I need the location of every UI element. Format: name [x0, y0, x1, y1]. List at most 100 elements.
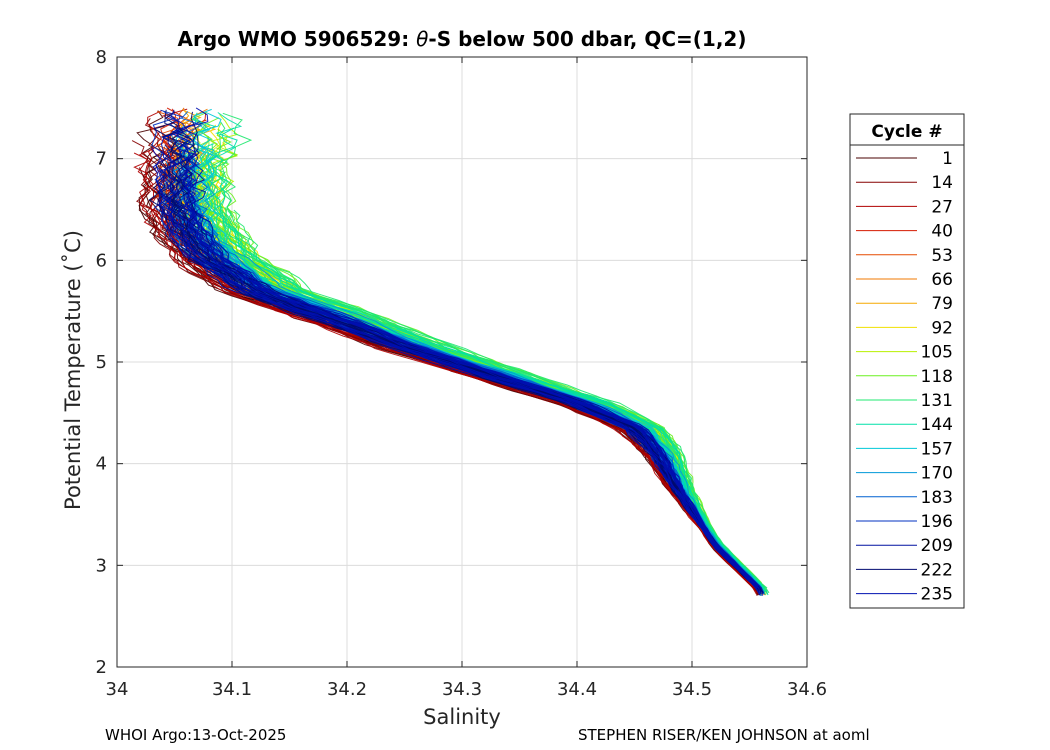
legend-label: 131	[921, 391, 953, 411]
profile-line	[165, 107, 756, 584]
profile-line	[190, 195, 759, 587]
profile-line	[194, 210, 757, 585]
profile-line	[209, 114, 761, 584]
profile-line	[191, 178, 765, 593]
x-tick-label: 34.1	[212, 679, 252, 700]
y-tick-label: 8	[96, 47, 107, 68]
profile-line	[235, 221, 765, 587]
x-axis-label: Salinity	[423, 705, 501, 729]
profile-line	[190, 111, 758, 584]
profile-line	[185, 185, 758, 584]
profile-line	[157, 161, 761, 592]
legend-box	[849, 113, 965, 609]
profile-line	[221, 112, 760, 582]
profile-line	[211, 112, 769, 596]
profile-line	[161, 180, 752, 583]
profile-line	[199, 207, 762, 589]
legend-label: 79	[931, 294, 953, 314]
profile-line	[206, 122, 763, 586]
profile-line	[183, 175, 764, 594]
profile-line	[177, 162, 764, 595]
profile-line	[190, 195, 756, 583]
legend-label: 53	[931, 246, 953, 266]
profile-line	[184, 195, 755, 584]
profile-line	[222, 224, 768, 593]
profile-line	[206, 127, 763, 586]
profile-line	[212, 168, 767, 593]
profile-line	[168, 169, 762, 596]
profile-line	[204, 121, 760, 583]
legend-label: 196	[921, 512, 953, 532]
legend-title: Cycle #	[871, 122, 942, 142]
legend-label: 144	[921, 415, 953, 435]
profile-line	[187, 201, 760, 588]
profile-line	[202, 186, 765, 590]
profile-line	[189, 177, 763, 590]
profile-line	[198, 196, 761, 588]
profile-line	[167, 108, 764, 594]
legend-label: 105	[921, 343, 953, 363]
footer-right: STEPHEN RISER/KEN JOHNSON at aoml	[578, 726, 870, 744]
legend-label: 170	[921, 464, 953, 484]
legend-label: 14	[931, 173, 953, 193]
profile-line	[170, 166, 763, 591]
profile-line	[199, 117, 760, 584]
profile-line	[171, 195, 760, 590]
profile-line	[192, 184, 764, 592]
profile-line	[172, 173, 759, 588]
profile-line	[194, 203, 763, 595]
y-tick-label: 5	[96, 352, 107, 373]
x-tick-label: 34.5	[672, 679, 712, 700]
profile-line	[177, 166, 761, 588]
profile-line	[194, 174, 764, 590]
legend-label: 183	[921, 488, 953, 508]
legend-label: 1	[942, 149, 953, 169]
profile-line	[213, 196, 766, 589]
profile-line	[155, 163, 753, 585]
legend-label: 235	[921, 585, 953, 605]
x-tick-label: 34.4	[557, 679, 597, 700]
profile-line	[180, 191, 763, 591]
profile-line	[161, 169, 760, 596]
profile-line	[177, 195, 760, 588]
y-tick-label: 6	[96, 250, 107, 271]
profile-line	[202, 197, 756, 582]
profile-line	[170, 198, 760, 589]
y-tick-label: 7	[96, 149, 107, 170]
profile-line	[189, 112, 755, 582]
profile-line	[227, 210, 764, 587]
profile-line	[184, 201, 760, 588]
legend-label: 222	[921, 560, 953, 580]
profile-line	[187, 181, 763, 590]
legend-label: 209	[921, 536, 953, 556]
profile-line	[185, 173, 759, 587]
profile-line	[145, 183, 749, 582]
profile-line	[233, 209, 770, 594]
profile-line	[200, 217, 762, 589]
x-tick-label: 34.3	[442, 679, 482, 700]
legend: Cycle # 1 14 27 40 53 66 79 92 105 118 131 144 157 17…	[849, 113, 965, 609]
profile-line	[159, 109, 758, 589]
legend-label: 92	[931, 318, 953, 338]
profile-curves	[131, 107, 770, 596]
profile-line	[178, 178, 762, 593]
profile-line	[151, 147, 761, 594]
legend-label: 27	[931, 197, 953, 217]
legend-label: 157	[921, 439, 953, 459]
profile-line	[201, 192, 765, 590]
profile-line	[208, 183, 761, 586]
profile-line	[215, 128, 761, 584]
profile-line	[168, 183, 760, 590]
profile-line	[193, 118, 764, 589]
profile-line	[186, 112, 762, 589]
profile-line	[209, 124, 767, 590]
x-tick-label: 34.2	[327, 679, 367, 700]
profile-line	[159, 167, 755, 584]
profile-line	[200, 168, 766, 595]
profile-line	[209, 217, 758, 584]
profile-line	[179, 107, 762, 589]
legend-label: 66	[931, 270, 953, 290]
profile-line	[175, 128, 755, 584]
profile-line	[172, 186, 755, 583]
profile-line	[211, 176, 768, 594]
